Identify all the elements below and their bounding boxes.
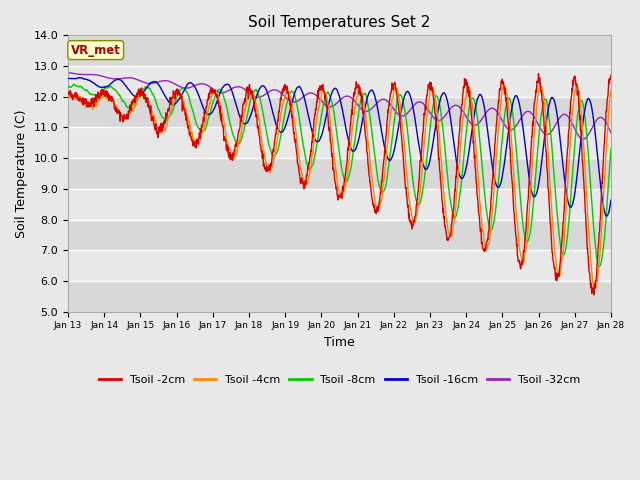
Bar [68, 189, 611, 219]
X-axis label: Time: Time [324, 336, 355, 349]
Bar [68, 128, 611, 158]
Text: VR_met: VR_met [71, 44, 120, 57]
Bar [68, 219, 611, 250]
Y-axis label: Soil Temperature (C): Soil Temperature (C) [15, 109, 28, 238]
Bar [68, 66, 611, 97]
Bar [68, 281, 611, 312]
Bar [68, 158, 611, 189]
Title: Soil Temperatures Set 2: Soil Temperatures Set 2 [248, 15, 431, 30]
Bar [68, 97, 611, 128]
Bar [68, 250, 611, 281]
Bar [68, 36, 611, 66]
Legend: Tsoil -2cm, Tsoil -4cm, Tsoil -8cm, Tsoil -16cm, Tsoil -32cm: Tsoil -2cm, Tsoil -4cm, Tsoil -8cm, Tsoi… [95, 370, 584, 389]
